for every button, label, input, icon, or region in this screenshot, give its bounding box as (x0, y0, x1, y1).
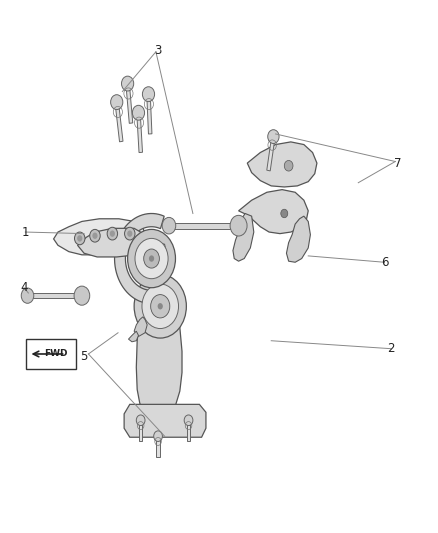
Polygon shape (115, 214, 164, 304)
Text: 7: 7 (394, 157, 401, 169)
Circle shape (74, 232, 85, 245)
Polygon shape (137, 112, 142, 152)
Circle shape (142, 87, 155, 102)
Circle shape (144, 249, 159, 268)
Circle shape (135, 238, 168, 279)
Text: 4: 4 (20, 281, 28, 294)
Circle shape (132, 106, 145, 120)
Circle shape (124, 227, 135, 240)
Circle shape (151, 295, 170, 318)
Polygon shape (150, 243, 166, 259)
Polygon shape (267, 136, 275, 171)
Circle shape (268, 130, 279, 143)
Text: 3: 3 (154, 44, 162, 56)
Circle shape (134, 274, 186, 338)
Circle shape (284, 160, 293, 171)
Bar (26, 340, 77, 368)
Circle shape (127, 230, 132, 237)
Text: 2: 2 (387, 342, 395, 355)
Circle shape (184, 415, 193, 425)
Circle shape (121, 76, 134, 91)
Circle shape (90, 229, 100, 242)
Polygon shape (115, 102, 123, 142)
Circle shape (281, 209, 288, 217)
Circle shape (136, 415, 145, 425)
Circle shape (149, 255, 154, 262)
Circle shape (158, 303, 163, 310)
Circle shape (107, 227, 117, 240)
Circle shape (110, 230, 115, 237)
Circle shape (142, 284, 179, 328)
Polygon shape (53, 219, 145, 255)
Text: FWD: FWD (44, 350, 67, 359)
Circle shape (111, 95, 123, 110)
Polygon shape (124, 405, 206, 437)
Text: 6: 6 (381, 256, 388, 269)
Circle shape (230, 215, 247, 236)
Polygon shape (239, 190, 308, 233)
Polygon shape (126, 83, 133, 123)
Circle shape (74, 286, 90, 305)
Polygon shape (169, 223, 239, 229)
Polygon shape (286, 216, 311, 262)
Text: 1: 1 (21, 225, 29, 239)
Circle shape (127, 229, 176, 288)
Polygon shape (187, 420, 190, 441)
Polygon shape (136, 261, 182, 418)
Polygon shape (233, 214, 254, 261)
Polygon shape (28, 293, 82, 298)
Text: 5: 5 (81, 350, 88, 363)
Polygon shape (128, 331, 138, 342)
Polygon shape (147, 94, 152, 134)
Polygon shape (139, 420, 142, 441)
Circle shape (92, 232, 98, 239)
Circle shape (21, 288, 34, 303)
Polygon shape (78, 228, 152, 257)
Circle shape (162, 217, 176, 234)
Polygon shape (156, 436, 160, 457)
Polygon shape (247, 142, 317, 187)
Polygon shape (134, 317, 147, 336)
Circle shape (154, 431, 162, 441)
Circle shape (77, 235, 82, 241)
